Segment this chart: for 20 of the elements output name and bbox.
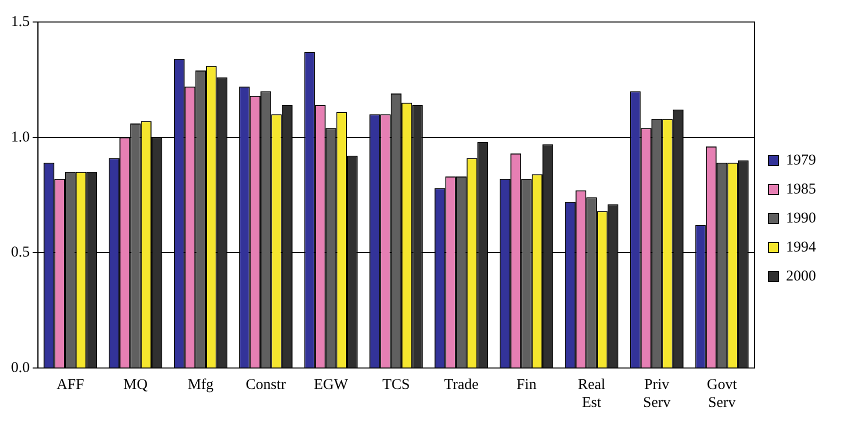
- y-tick-label: 0.0: [11, 360, 30, 376]
- legend-label: 1979: [786, 152, 816, 168]
- y-tick-label: 1.0: [11, 129, 30, 146]
- x-tick-label: TCS: [382, 376, 410, 393]
- legend-label: 1990: [786, 210, 816, 226]
- x-tick-label: Constr: [246, 376, 286, 393]
- x-tick-label: Fin: [516, 376, 537, 393]
- x-tick-label: AFF: [56, 376, 84, 393]
- x-tick-label: Govt Serv: [706, 376, 738, 411]
- legend-label: 2000: [786, 268, 816, 284]
- y-tick-label: 1.5: [11, 14, 30, 30]
- x-tick-label: Real Est: [578, 376, 606, 411]
- x-tick-label: Mfg: [188, 376, 214, 393]
- y-tick-label: 0.5: [11, 244, 30, 261]
- x-tick-label: MQ: [123, 376, 148, 393]
- x-tick-label: EGW: [314, 376, 349, 393]
- x-tick-label: Priv Serv: [643, 376, 672, 411]
- legend-label: 1994: [786, 239, 816, 256]
- legend-label: 1985: [786, 181, 816, 198]
- x-tick-label: Trade: [444, 376, 479, 393]
